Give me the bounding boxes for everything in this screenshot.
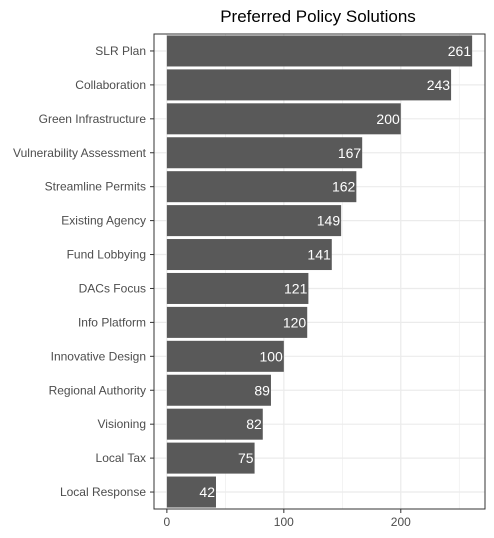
- category-label: DACs Focus: [79, 281, 146, 295]
- category-label: Info Platform: [78, 315, 146, 329]
- category-label: Local Response: [60, 485, 146, 499]
- data-label: 167: [338, 145, 362, 161]
- data-label: 100: [259, 348, 283, 364]
- data-label: 75: [238, 450, 254, 466]
- category-label: Existing Agency: [61, 214, 146, 228]
- bar: [166, 205, 342, 237]
- category-label: Local Tax: [96, 451, 146, 465]
- data-label: 141: [307, 247, 331, 263]
- bar: [166, 408, 263, 440]
- data-label: 243: [427, 77, 451, 93]
- bar: [166, 272, 309, 304]
- category-label: Fund Lobbying: [67, 248, 146, 262]
- category-label: Green Infrastructure: [39, 112, 147, 126]
- category-label: Vulnerability Assessment: [13, 146, 147, 160]
- bar: [166, 171, 357, 203]
- data-label: 121: [284, 280, 308, 296]
- bar: [166, 442, 255, 474]
- bar: [166, 35, 473, 67]
- panel-border: [153, 33, 486, 510]
- category-label: Collaboration: [75, 78, 146, 92]
- bars-group: [166, 35, 473, 508]
- data-label: 261: [448, 43, 472, 59]
- category-label: Visioning: [98, 417, 146, 431]
- bar: [166, 476, 216, 508]
- bar: [166, 69, 452, 101]
- data-label: 149: [317, 213, 341, 229]
- x-tick-label: 0: [164, 515, 171, 529]
- data-label: 82: [246, 416, 262, 432]
- x-tick-label: 200: [391, 515, 411, 529]
- data-label: 42: [199, 484, 215, 500]
- category-label: Innovative Design: [51, 349, 146, 363]
- data-label: 89: [254, 382, 270, 398]
- bar: [166, 306, 308, 338]
- data-label: 120: [283, 314, 307, 330]
- bar: [166, 340, 284, 372]
- bar: [166, 103, 401, 135]
- category-label: SLR Plan: [95, 44, 146, 58]
- data-label: 200: [376, 111, 400, 127]
- bar: [166, 137, 363, 169]
- category-label: Regional Authority: [49, 383, 146, 397]
- data-labels-group: 261 243 200 167 162 149 141 121 120 100 89 82 75 42: [199, 43, 471, 500]
- chart-title: Preferred Policy Solutions: [220, 7, 416, 26]
- bar: [166, 374, 271, 406]
- data-label: 162: [332, 179, 356, 195]
- category-label: Streamline Permits: [45, 180, 146, 194]
- x-tick-label: 100: [274, 515, 294, 529]
- bar: [166, 239, 332, 271]
- category-labels-group: SLR Plan Collaboration Green Infrastructur…: [13, 44, 154, 499]
- x-axis-ticks-group: 0 100 200: [164, 509, 411, 529]
